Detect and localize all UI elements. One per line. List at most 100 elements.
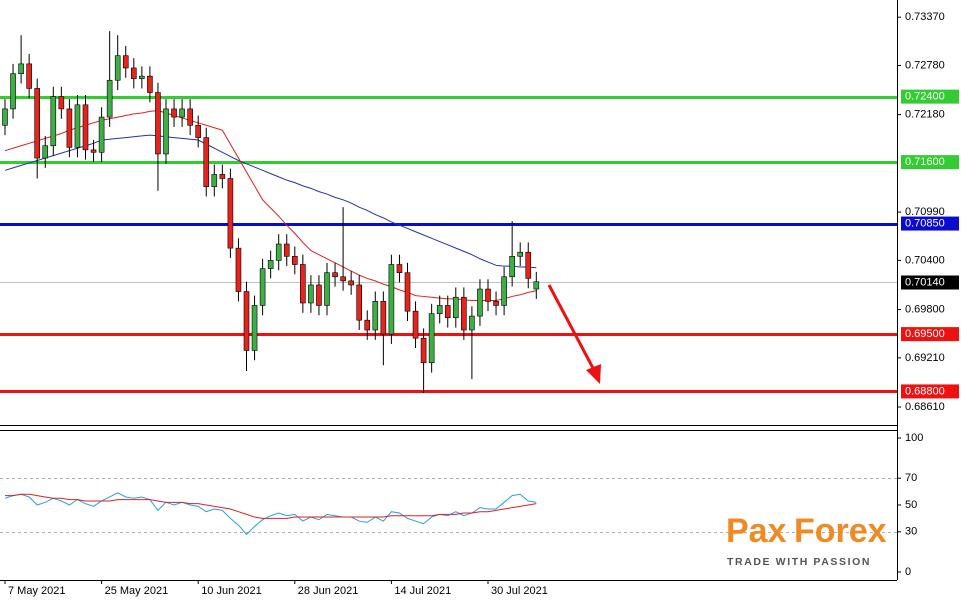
logo-brand: Pax: [726, 512, 787, 550]
candle-body: [372, 301, 379, 331]
candle-body: [163, 108, 169, 155]
level-label: 0.72400: [905, 91, 945, 103]
level-label: 0.70850: [905, 217, 945, 229]
candle-body: [114, 55, 121, 81]
level-label-box: [901, 89, 959, 104]
candle-body: [203, 137, 210, 188]
logo-brand: Forex: [794, 512, 887, 550]
candle-body: [90, 149, 97, 153]
candle-body: [155, 92, 161, 155]
candle-body: [42, 145, 49, 159]
candle-body: [380, 301, 387, 335]
candle-body: [18, 63, 24, 74]
level-label: 0.71600: [905, 156, 945, 168]
candle-body: [412, 310, 419, 339]
candle-body: [187, 108, 193, 126]
candle-body: [106, 79, 113, 118]
candle-body: [356, 284, 363, 321]
candle-body: [34, 88, 41, 159]
candle-body: [171, 108, 177, 118]
last-price-label: 0.70140: [905, 276, 945, 288]
candle-body: [444, 305, 451, 319]
candle-body: [235, 247, 242, 292]
candle-body: [324, 272, 330, 306]
candle-body: [179, 108, 185, 118]
candle-body: [82, 104, 89, 151]
candle-body: [300, 264, 306, 304]
last-price-box: [901, 275, 959, 290]
candle-body: [10, 73, 16, 110]
candle-body: [461, 296, 467, 331]
x-tick-label: 14 Jul 2021: [394, 585, 451, 597]
candle-body: [485, 288, 491, 302]
candle-body: [533, 281, 540, 290]
x-tick-label: 30 Jul 2021: [491, 585, 548, 597]
candle-body: [131, 67, 137, 79]
y-tick-label: 50: [905, 499, 917, 511]
x-tick-label: 25 May 2021: [105, 585, 169, 597]
level-label-box: [901, 155, 959, 170]
y-tick-label: 0.70400: [905, 254, 945, 266]
candle-body: [291, 256, 298, 265]
candle-body: [477, 288, 483, 317]
candle-body: [436, 305, 443, 314]
candle-body: [316, 284, 322, 306]
candle-body: [139, 75, 145, 79]
candle-body: [501, 276, 507, 306]
candle-body: [147, 75, 153, 93]
y-tick-label: 0.72780: [905, 59, 945, 71]
arrow-shaft: [547, 284, 596, 371]
candle-body: [388, 264, 395, 335]
candle-body: [227, 178, 234, 249]
level-label-box: [901, 327, 959, 342]
level-label: 0.68800: [905, 385, 945, 397]
level-label: 0.69500: [905, 328, 945, 340]
candle-body: [74, 104, 81, 148]
candle-body: [404, 272, 411, 312]
candle-body: [452, 296, 459, 319]
level-label-box: [901, 216, 959, 231]
y-tick-label: 30: [905, 526, 917, 538]
candle-body: [340, 276, 346, 282]
y-tick-label: 0.72180: [905, 109, 945, 121]
y-tick-label: 0.69210: [905, 352, 945, 364]
candle-body: [259, 268, 266, 306]
candle-body: [66, 108, 73, 148]
candle-body: [509, 256, 515, 278]
candle-body: [267, 260, 274, 269]
y-tick-label: 0: [905, 566, 911, 578]
candle-body: [348, 280, 354, 286]
candle-body: [517, 251, 524, 257]
indicator-line: [4, 492, 537, 536]
level-label-box: [901, 384, 959, 399]
candle-body: [219, 174, 226, 179]
candle-body: [195, 124, 201, 138]
logo-tagline: TRADE WITH PASSION: [727, 556, 871, 568]
candle-body: [332, 272, 338, 278]
candle-body: [98, 116, 105, 153]
candle-body: [251, 305, 258, 351]
candle-body: [275, 243, 282, 261]
x-tick-label: 28 Jun 2021: [298, 585, 359, 597]
x-tick-label: 10 Jun 2021: [201, 585, 262, 597]
y-tick-label: 0.70990: [905, 206, 945, 218]
indicator-line: [5, 493, 537, 519]
arrow-head: [586, 364, 601, 384]
logo: Pax Forex TRADE WITH PASSION: [726, 512, 887, 568]
candle-body: [2, 108, 8, 126]
candle-body: [50, 96, 57, 147]
x-tick-label: 7 May 2021: [8, 585, 65, 597]
y-tick-label: 70: [905, 472, 917, 484]
candle-body: [122, 55, 129, 69]
candle-body: [364, 319, 371, 331]
candle-body: [469, 315, 475, 331]
candle-body: [283, 243, 290, 257]
candle-body: [243, 291, 250, 351]
candle-body: [420, 337, 427, 364]
y-tick-label: 0.69800: [905, 303, 945, 315]
candle-body: [493, 301, 499, 306]
candle-body: [396, 264, 403, 273]
candle-body: [26, 63, 32, 89]
candle-body: [525, 251, 532, 279]
